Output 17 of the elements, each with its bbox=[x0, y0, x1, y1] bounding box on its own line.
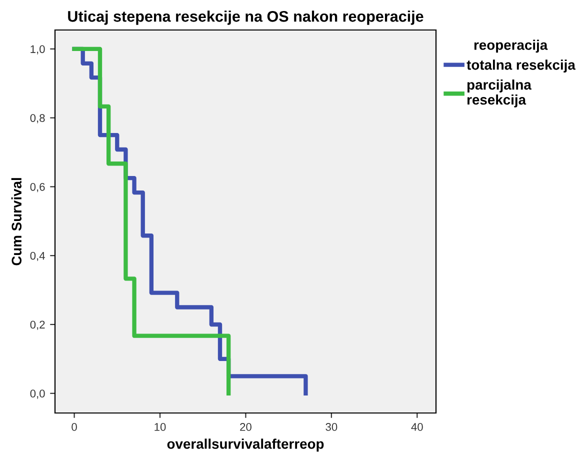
y-tick-label: 0,0 bbox=[30, 390, 45, 399]
x-tick-label: 30 bbox=[326, 423, 338, 431]
y-tick-label: 1,0 bbox=[30, 45, 45, 54]
y-axis-title: Cum Survival bbox=[11, 178, 22, 266]
y-tick-label: 0,6 bbox=[30, 182, 45, 192]
legend-label: parcijalna resekcija bbox=[467, 80, 532, 108]
y-tick-label: 0,8 bbox=[30, 114, 45, 124]
legend-label: totalna resekcija bbox=[466, 60, 576, 73]
x-axis-title: overallsurvivalafterreop bbox=[167, 438, 324, 452]
y-tick-label: 0,2 bbox=[30, 320, 45, 330]
x-tick-label: 20 bbox=[240, 423, 252, 431]
x-tick-label: 40 bbox=[411, 423, 423, 431]
y-tick-label: 0,4 bbox=[30, 252, 45, 262]
x-tick-label: 0 bbox=[72, 423, 77, 431]
chart-title: Uticaj stepena resekcije na OS nakon reoperacije bbox=[68, 10, 424, 25]
legend-title: reoperacija bbox=[474, 40, 548, 53]
x-tick-label: 10 bbox=[154, 423, 166, 431]
